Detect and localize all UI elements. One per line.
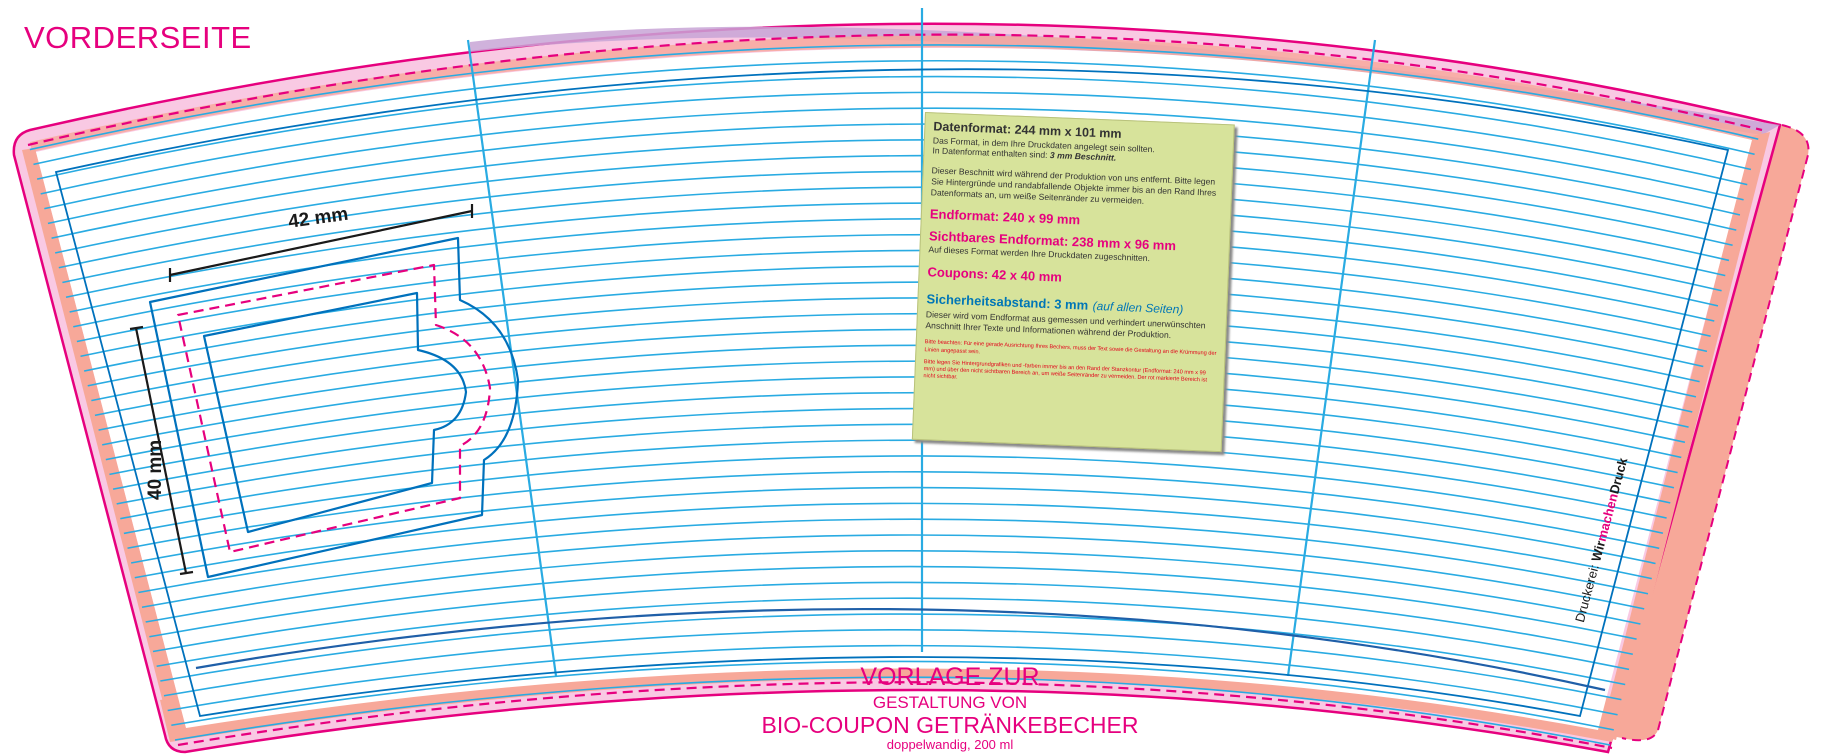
guide-line xyxy=(152,581,1633,656)
template-title: VORLAGE ZUR GESTALTUNG VON BIO-COUPON GE… xyxy=(690,663,1210,752)
guide-line xyxy=(130,486,1656,565)
guide-line xyxy=(53,154,1736,255)
guide-line xyxy=(42,107,1747,210)
guide-line xyxy=(75,249,1713,343)
guide-line xyxy=(60,186,1728,284)
height-dimension-label: 40 mm xyxy=(145,439,166,500)
guide-line xyxy=(57,170,1732,269)
guide-line xyxy=(127,470,1660,550)
guide-line xyxy=(31,60,1759,166)
page-title: VORDERSEITE xyxy=(24,20,252,55)
guide-line xyxy=(35,75,1755,181)
guide-line xyxy=(171,660,1614,731)
template-title-line-1: VORLAGE ZUR xyxy=(860,663,1040,691)
top-edge-band xyxy=(30,35,1762,152)
panel-line-3 xyxy=(1286,39,1377,677)
safety-outline xyxy=(54,68,1730,718)
cut-line xyxy=(27,33,1763,750)
template-title-line-3: BIO-COUPON GETRÄNKEBECHER xyxy=(761,712,1139,738)
visible-area xyxy=(36,47,1752,731)
glue-flap-outline xyxy=(1621,124,1810,742)
guide-line xyxy=(49,139,1740,240)
guide-line xyxy=(119,439,1668,520)
guide-line xyxy=(160,613,1626,686)
guide-line xyxy=(28,44,1760,151)
dimension-lines xyxy=(129,204,474,576)
sicherheit-suffix: (auf allen Seiten) xyxy=(1092,298,1184,317)
guide-line xyxy=(82,281,1706,373)
template-title-line-2: GESTALTUNG VON xyxy=(872,693,1028,712)
guide-line xyxy=(145,550,1641,625)
datenformat-line-2-bold: 3 mm Beschnitt. xyxy=(1049,150,1117,164)
left-edge-band xyxy=(22,148,186,730)
format-info-box: Datenformat: 244 mm x 101 mm Das Format,… xyxy=(911,112,1235,453)
right-edge-band xyxy=(1600,132,1770,740)
guide-line xyxy=(156,597,1630,671)
guide-line xyxy=(64,202,1725,299)
guide-line xyxy=(138,518,1649,595)
guide-line xyxy=(167,644,1618,716)
coupon-outline xyxy=(148,236,520,579)
guide-line xyxy=(46,123,1744,225)
guide-line xyxy=(163,629,1622,701)
guide-line xyxy=(174,676,1611,746)
guide-line xyxy=(71,233,1717,328)
guide-line xyxy=(38,91,1751,196)
guide-line xyxy=(149,565,1637,640)
guide-line xyxy=(79,265,1709,358)
visible-endformat-line xyxy=(195,608,1606,692)
guide-line xyxy=(123,455,1664,535)
guide-line xyxy=(141,534,1645,610)
template-title-line-4: doppelwandig, 200 ml xyxy=(886,737,1014,752)
